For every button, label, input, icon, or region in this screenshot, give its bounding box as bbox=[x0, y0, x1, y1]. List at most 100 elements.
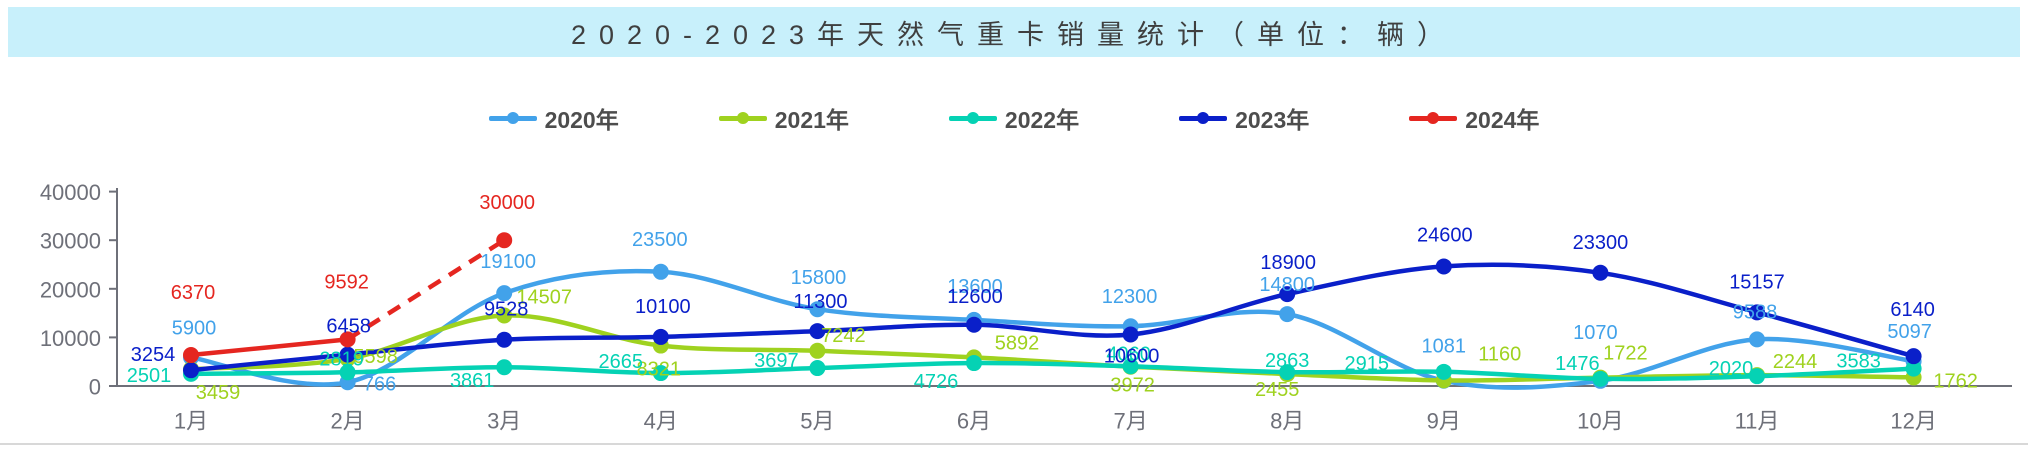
value-label: 3459 bbox=[196, 382, 241, 404]
value-label: 1722 bbox=[1603, 343, 1648, 365]
x-tick-label: 11月 bbox=[1735, 409, 1780, 434]
data-point bbox=[1592, 370, 1609, 387]
x-tick-label: 9月 bbox=[1427, 409, 1461, 434]
value-label: 3972 bbox=[1110, 375, 1155, 397]
data-point bbox=[339, 346, 356, 363]
value-label: 11300 bbox=[793, 291, 847, 313]
legend-item-2020年[interactable]: 2020年 bbox=[488, 101, 619, 135]
value-label: 4726 bbox=[914, 371, 959, 393]
data-point bbox=[1279, 286, 1296, 303]
value-label: 18900 bbox=[1260, 252, 1316, 274]
value-label: 2455 bbox=[1255, 379, 1300, 401]
series-line bbox=[190, 360, 1914, 382]
data-point bbox=[1905, 360, 1922, 377]
legend-line-dot-icon bbox=[488, 112, 537, 124]
legend-label: 2022年 bbox=[1004, 107, 1080, 133]
data-point bbox=[1122, 326, 1139, 343]
x-tick-label: 4月 bbox=[644, 409, 678, 434]
value-label: 12600 bbox=[947, 286, 1003, 308]
series-line bbox=[190, 262, 1915, 373]
value-label: 7242 bbox=[821, 325, 866, 347]
value-label: 1762 bbox=[1933, 370, 1978, 392]
value-label: 23500 bbox=[632, 229, 688, 251]
legend-label: 2023年 bbox=[1235, 107, 1310, 133]
value-label: 8321 bbox=[637, 359, 682, 381]
legend-line-dot-icon bbox=[718, 112, 767, 124]
value-label: 13600 bbox=[947, 276, 1003, 298]
series-line-dashed bbox=[346, 238, 506, 342]
value-label: 19100 bbox=[480, 251, 536, 273]
data-point bbox=[496, 359, 513, 376]
data-point bbox=[809, 301, 826, 318]
x-tick-label: 8月 bbox=[1270, 409, 1304, 434]
y-tick-label: 20000 bbox=[40, 277, 101, 302]
data-point bbox=[183, 347, 199, 364]
x-tick-label: 7月 bbox=[1113, 409, 1147, 434]
legend-item-2023年[interactable]: 2023年 bbox=[1179, 101, 1309, 135]
data-point bbox=[1749, 368, 1765, 385]
y-tick-label: 30000 bbox=[40, 229, 101, 254]
legend: 2020年 2021年 2022年 2023年 2024年 bbox=[0, 100, 2028, 136]
series-labels-2020年: 5900 766 19100 23500 15800 13600 12300 14800 108… bbox=[172, 229, 1932, 395]
legend-line-dot-icon bbox=[948, 112, 997, 124]
series-line-solid bbox=[190, 337, 348, 358]
value-label: 3861 bbox=[450, 370, 495, 392]
value-label: 3697 bbox=[754, 350, 799, 372]
data-point bbox=[1122, 358, 1139, 375]
data-point bbox=[496, 232, 513, 249]
value-label: 14800 bbox=[1259, 274, 1315, 296]
value-label: 24600 bbox=[1417, 224, 1473, 246]
x-tick-label: 2月 bbox=[330, 409, 364, 434]
y-tick-label: 0 bbox=[89, 375, 101, 400]
value-label: 6458 bbox=[326, 316, 371, 338]
legend-line-dot-icon bbox=[1179, 112, 1228, 124]
value-label: 10600 bbox=[1104, 345, 1160, 367]
series-2022年 bbox=[183, 355, 1922, 387]
data-point bbox=[652, 263, 669, 280]
legend-label: 2020年 bbox=[544, 107, 619, 133]
legend-item-2022年[interactable]: 2022年 bbox=[948, 101, 1080, 135]
value-label: 3583 bbox=[1836, 351, 1881, 373]
data-point bbox=[496, 331, 513, 348]
value-label: 30000 bbox=[479, 192, 535, 214]
y-tick-label: 10000 bbox=[40, 326, 101, 351]
value-label: 3254 bbox=[131, 344, 176, 366]
value-label: 2915 bbox=[1345, 353, 1390, 375]
data-point bbox=[496, 285, 513, 302]
chart-title: 2020-2023年天然气重卡销量统计（单位：辆） bbox=[570, 19, 1458, 50]
legend-label: 2021年 bbox=[774, 107, 849, 133]
value-label: 12300 bbox=[1102, 286, 1158, 308]
value-label: 9592 bbox=[324, 271, 369, 293]
legend-label: 2024年 bbox=[1465, 107, 1540, 133]
data-point bbox=[1279, 306, 1296, 323]
x-tick-label: 10月 bbox=[1577, 409, 1623, 434]
value-label: 6370 bbox=[171, 282, 216, 304]
legend-item-2024年[interactable]: 2024年 bbox=[1409, 101, 1539, 135]
value-label: 2020 bbox=[1709, 358, 1754, 380]
legend-item-2021年[interactable]: 2021年 bbox=[718, 101, 849, 135]
value-label: 2863 bbox=[1265, 350, 1310, 372]
data-point bbox=[1435, 258, 1452, 275]
data-point bbox=[1279, 364, 1296, 381]
data-point bbox=[1435, 363, 1452, 380]
data-point bbox=[809, 360, 826, 377]
value-label: 10100 bbox=[635, 296, 691, 318]
series-2021年 bbox=[183, 307, 1922, 389]
data-point bbox=[652, 328, 669, 345]
value-label: 9528 bbox=[484, 299, 529, 321]
series-2023年 bbox=[183, 258, 1922, 379]
legend-line-dot-icon bbox=[1409, 112, 1458, 124]
value-label: 2501 bbox=[127, 365, 172, 387]
value-label: 15157 bbox=[1729, 271, 1785, 293]
x-tick-label: 5月 bbox=[800, 409, 834, 434]
x-tick-label: 6月 bbox=[957, 409, 991, 434]
data-point bbox=[1905, 348, 1922, 365]
x-tick-label: 3月 bbox=[487, 409, 521, 434]
data-point bbox=[1749, 331, 1765, 348]
value-label: 6140 bbox=[1890, 299, 1935, 321]
value-label: 4060 bbox=[1106, 343, 1151, 365]
value-label: 5097 bbox=[1887, 321, 1932, 343]
value-label: 1160 bbox=[1478, 343, 1521, 365]
